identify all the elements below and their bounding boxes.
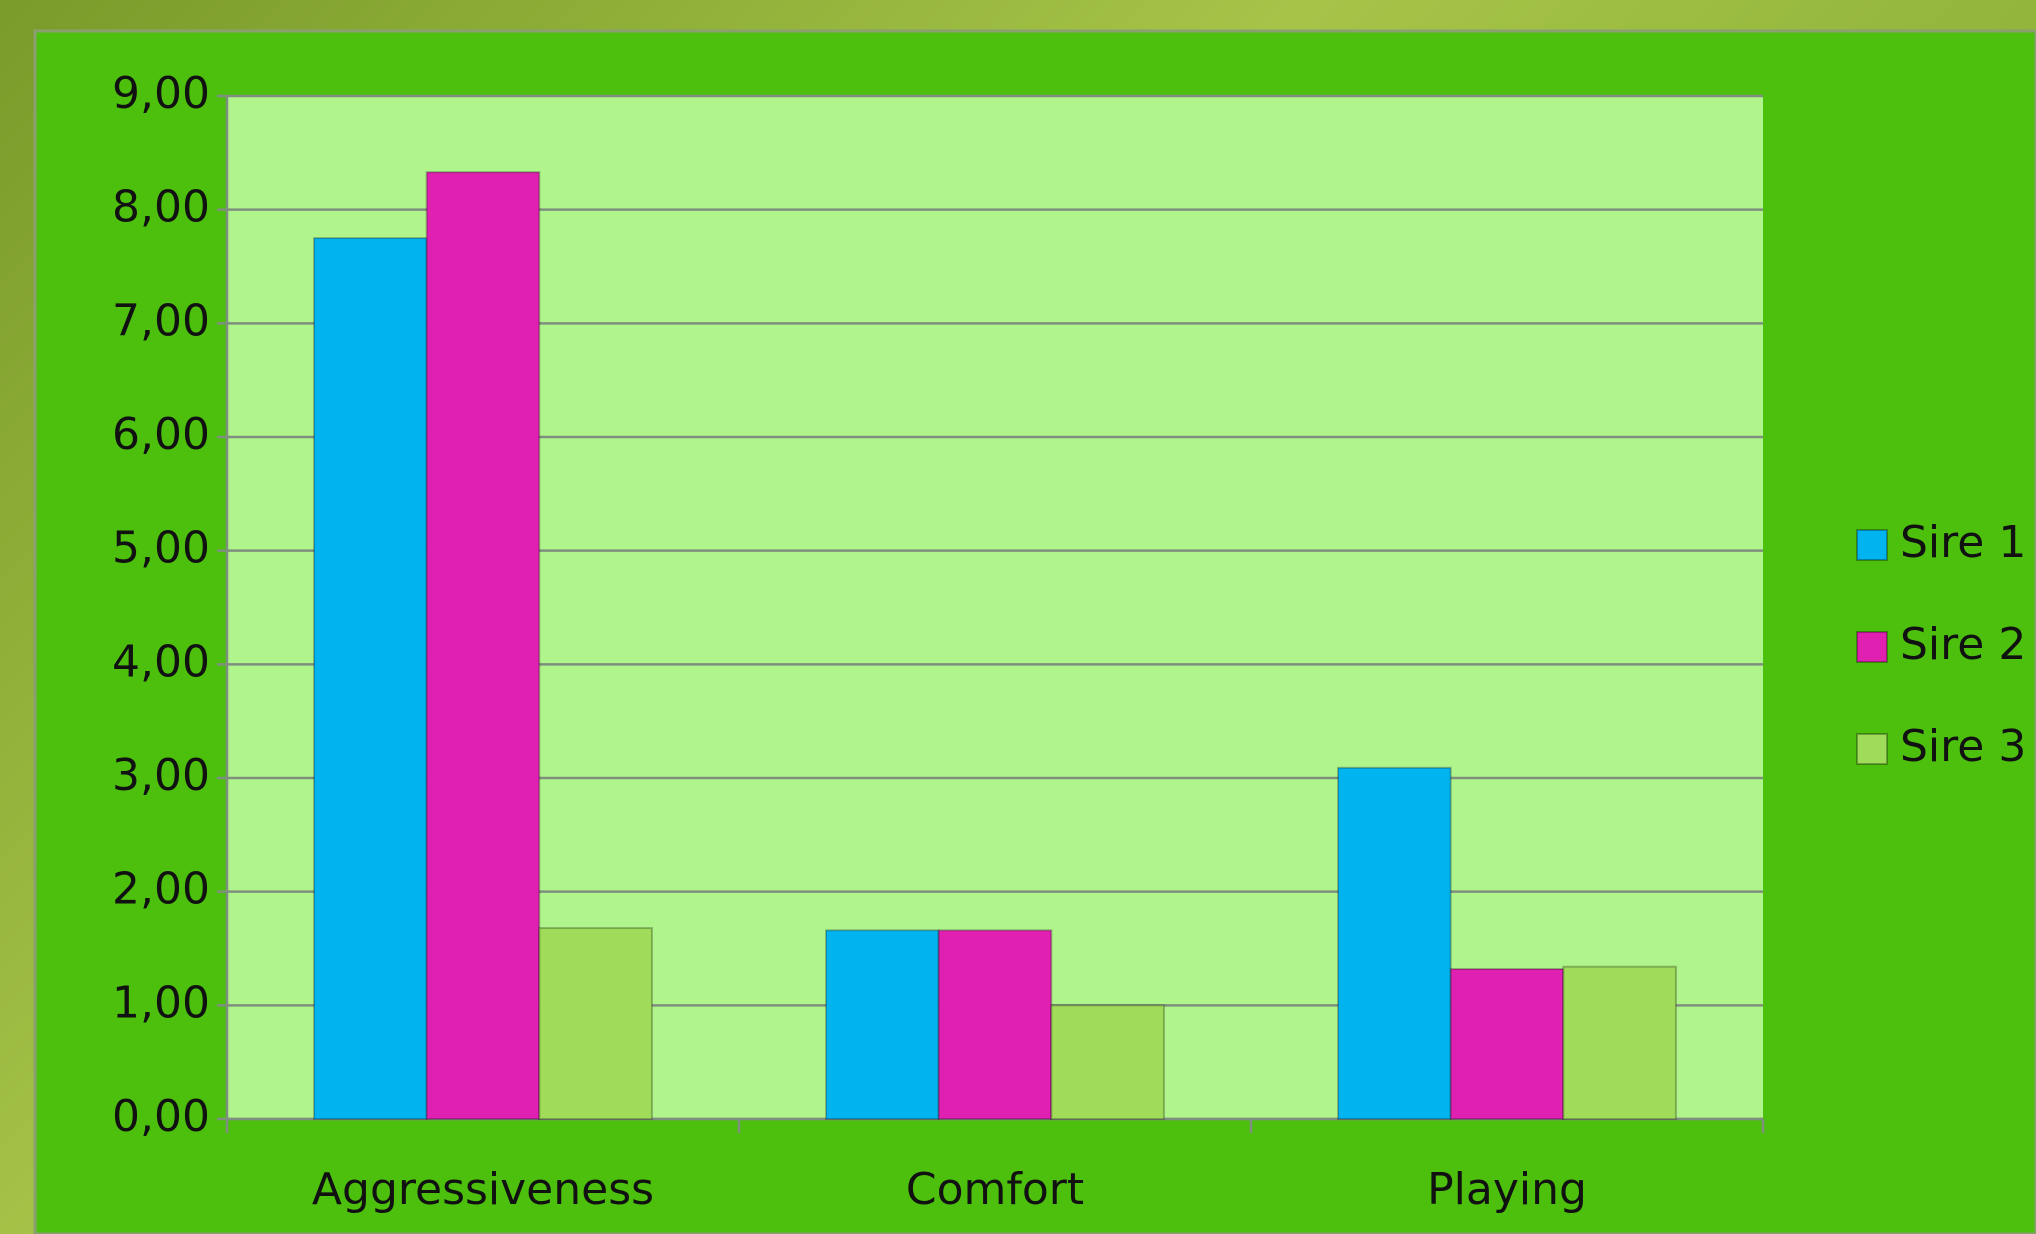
legend-label: Sire 3 — [1900, 721, 2026, 772]
bar — [425, 171, 541, 1120]
bar — [1449, 967, 1565, 1121]
y-tick-label: 5,00 — [112, 523, 210, 574]
bar — [538, 927, 653, 1120]
y-tick-label: 2,00 — [112, 864, 210, 915]
y-tick-label: 6,00 — [112, 409, 210, 460]
bar — [937, 929, 1053, 1121]
legend-swatch — [1856, 631, 1888, 663]
y-tick-label: 8,00 — [112, 182, 210, 233]
bar — [1050, 1004, 1165, 1120]
bar — [1337, 766, 1452, 1121]
x-tick-label: Aggressiveness — [312, 1164, 654, 1215]
y-tick-label: 1,00 — [112, 977, 210, 1028]
y-tick-label: 9,00 — [112, 68, 210, 119]
bar — [1562, 965, 1677, 1120]
bar — [825, 929, 940, 1121]
legend-label: Sire 2 — [1900, 619, 2026, 670]
bar — [313, 237, 428, 1121]
legend-swatch — [1856, 529, 1888, 561]
legend-swatch — [1856, 733, 1888, 765]
x-tick-label: Comfort — [906, 1164, 1084, 1215]
legend-label: Sire 1 — [1900, 517, 2026, 568]
x-tick-label: Playing — [1427, 1164, 1587, 1215]
y-tick-label: 7,00 — [112, 295, 210, 346]
y-tick-label: 3,00 — [112, 750, 210, 801]
y-tick-label: 0,00 — [112, 1091, 210, 1142]
y-tick-label: 4,00 — [112, 636, 210, 687]
